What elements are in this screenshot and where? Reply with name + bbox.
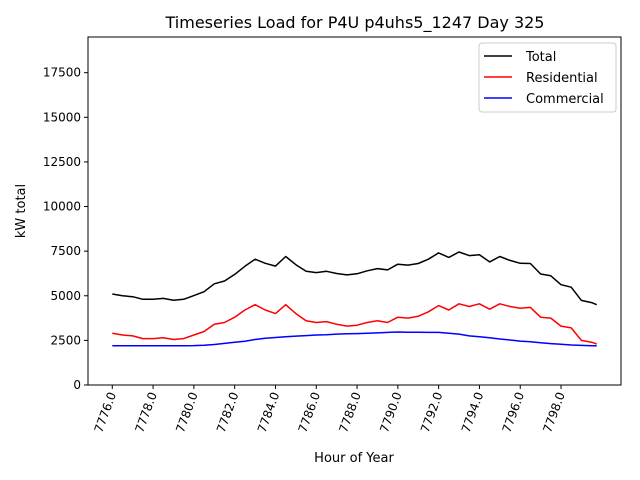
y-axis-label: kW total: [14, 184, 29, 238]
x-axis-label: Hour of Year: [314, 451, 394, 466]
legend: Total Residential Commercial: [478, 42, 617, 113]
x-tick-label: 7788.0: [336, 390, 364, 434]
x-tick-label: 7792.0: [418, 390, 446, 434]
series-line-commercial: [112, 331, 597, 347]
series-line-residential: [112, 303, 597, 345]
plot-frame: [87, 36, 622, 386]
legend-label-commercial: Commercial: [526, 92, 604, 107]
y-tick-label: 15000: [43, 110, 81, 124]
x-tick-label: 7784.0: [255, 390, 283, 434]
y-tick-label: 7500: [50, 244, 81, 258]
x-tick-label: 7790.0: [377, 390, 405, 434]
y-tick-label: 17500: [43, 66, 81, 80]
y-tick-label: 2500: [50, 333, 81, 347]
y-tick-label: 0: [73, 378, 81, 392]
x-tick-label: 7782.0: [214, 390, 242, 434]
chart-title: Timeseries Load for P4U p4uhs5_1247 Day …: [165, 13, 545, 33]
x-tick-label: 7780.0: [173, 390, 201, 434]
x-tick-label: 7786.0: [296, 390, 324, 434]
y-tick-label: 10000: [43, 200, 81, 214]
y-tick-label: 12500: [43, 155, 81, 169]
legend-label-total: Total: [525, 50, 556, 65]
x-tick-label: 7798.0: [540, 390, 568, 434]
x-tick-label: 7776.0: [92, 390, 120, 434]
series-line-total: [112, 251, 597, 306]
legend-label-residential: Residential: [526, 71, 598, 86]
x-tick-label: 7794.0: [459, 390, 487, 434]
x-tick-label: 7778.0: [132, 390, 160, 434]
x-tick-label: 7796.0: [500, 390, 528, 434]
y-tick-label: 5000: [50, 289, 81, 303]
